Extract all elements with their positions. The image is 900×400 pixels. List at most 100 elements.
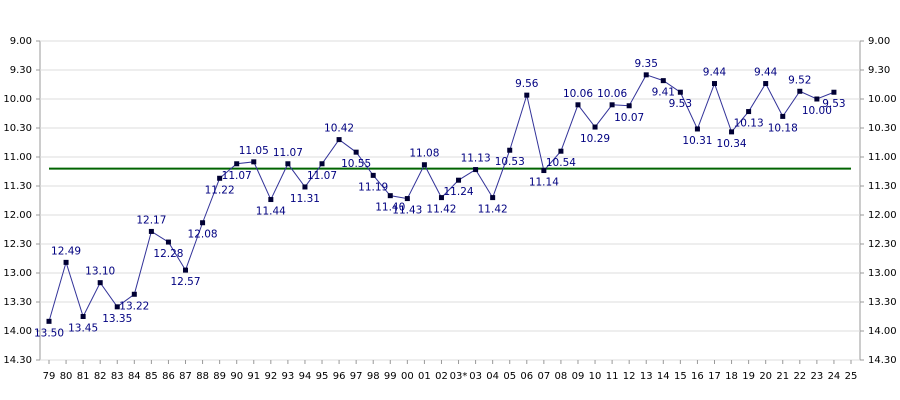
x-tick-label: 91: [247, 371, 260, 382]
data-point: [524, 92, 530, 98]
x-tick-label: 84: [128, 371, 141, 382]
x-tick-label: 25: [845, 371, 858, 382]
data-point: [609, 102, 615, 108]
plot-area: [39, 40, 861, 361]
data-point: [421, 162, 427, 168]
x-tick-label: 10: [589, 371, 602, 382]
data-point: [677, 89, 683, 95]
data-label: 11.24: [444, 186, 474, 198]
y-tick-label: 13.30: [3, 297, 32, 308]
y-tick-label: 9.00: [10, 36, 32, 47]
x-tick-label: 15: [674, 371, 687, 382]
data-label: 11.05: [239, 145, 269, 157]
data-label: 11.07: [273, 147, 303, 159]
data-label: 9.53: [669, 98, 692, 110]
data-point: [46, 318, 52, 324]
x-tick-label: 92: [264, 371, 277, 382]
data-label: 9.44: [703, 67, 727, 79]
data-point: [438, 195, 444, 201]
data-point: [319, 161, 325, 167]
x-tick-label: 94: [299, 371, 312, 382]
data-label: 11.42: [478, 204, 508, 216]
data-point: [302, 184, 308, 190]
data-label: 10.54: [546, 157, 576, 169]
data-point: [643, 72, 649, 78]
data-point: [353, 149, 359, 155]
data-label: 10.06: [597, 88, 627, 100]
y-tick-label: 11.30: [868, 181, 897, 192]
data-point: [285, 161, 291, 167]
x-tick-label: 13: [640, 371, 653, 382]
x-tick-label: 20: [759, 371, 772, 382]
x-tick-label: 09: [572, 371, 585, 382]
x-tick-label: 04: [486, 371, 499, 382]
x-tick-label: 93: [282, 371, 295, 382]
data-point: [558, 148, 564, 154]
data-point: [148, 228, 154, 234]
data-point: [473, 167, 479, 173]
y-tick-label: 13.00: [3, 268, 32, 279]
data-label: 9.44: [754, 67, 778, 79]
data-point: [200, 220, 206, 226]
data-point: [251, 159, 257, 165]
data-point: [234, 161, 240, 167]
data-point: [575, 102, 581, 108]
x-tick-label: 79: [43, 371, 56, 382]
x-tick-label: 18: [725, 371, 738, 382]
x-tick-label: 86: [162, 371, 175, 382]
data-label: 11.14: [529, 177, 559, 189]
data-point: [387, 193, 393, 199]
data-label: 13.50: [34, 327, 64, 339]
data-point: [711, 81, 717, 87]
x-tick-label: 87: [179, 371, 192, 382]
data-label: 10.42: [324, 123, 354, 135]
data-label: 9.41: [652, 87, 675, 99]
y-tick-label: 14.30: [868, 355, 897, 366]
data-label: 11.40: [375, 202, 405, 214]
x-tick-label: 22: [793, 371, 806, 382]
x-tick-label: 89: [213, 371, 226, 382]
data-point: [592, 124, 598, 130]
x-tick-label: 83: [111, 371, 124, 382]
data-label: 10.00: [802, 105, 832, 117]
y-tick-label: 13.00: [868, 268, 897, 279]
x-tick-label: 05: [503, 371, 516, 382]
x-tick-label: 03: [469, 371, 482, 382]
data-point: [541, 168, 547, 174]
data-label: 9.56: [515, 78, 539, 90]
y-tick-label: 9.30: [10, 65, 32, 76]
y-tick-label: 9.30: [868, 65, 890, 76]
data-label: 10.53: [495, 156, 525, 168]
data-label: 10.13: [734, 118, 764, 130]
y-tick-label: 12.00: [868, 210, 897, 221]
data-point: [694, 126, 700, 132]
data-label: 13.10: [85, 266, 115, 278]
data-label: 10.07: [614, 112, 644, 124]
data-label: 13.45: [68, 323, 98, 335]
data-point: [507, 147, 513, 153]
data-label: 11.13: [461, 153, 491, 165]
data-label: 11.19: [358, 181, 388, 193]
x-tick-label: 82: [94, 371, 107, 382]
data-label: 12.49: [51, 245, 81, 257]
data-point: [746, 109, 752, 115]
x-tick-label: 08: [555, 371, 568, 382]
data-label: 12.17: [136, 214, 166, 226]
data-point: [97, 280, 103, 286]
data-label: 10.29: [580, 133, 610, 145]
y-tick-label: 13.30: [868, 297, 897, 308]
x-tick-label: 07: [537, 371, 550, 382]
data-label: 13.22: [119, 300, 149, 312]
x-tick-label: 02: [435, 371, 448, 382]
data-label: 9.52: [788, 74, 811, 86]
y-tick-label: 10.30: [3, 123, 32, 134]
y-tick-label: 12.00: [3, 210, 32, 221]
data-point: [763, 81, 769, 87]
data-point: [490, 195, 496, 201]
x-tick-label: 01: [418, 371, 431, 382]
data-point: [114, 304, 120, 310]
data-point: [780, 113, 786, 119]
y-tick-label: 12.30: [3, 239, 32, 250]
